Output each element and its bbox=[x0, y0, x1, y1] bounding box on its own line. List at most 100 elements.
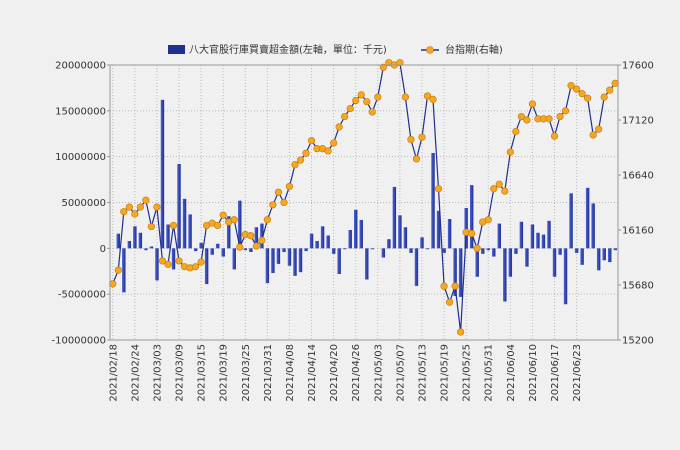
line-point bbox=[589, 131, 597, 139]
bar bbox=[304, 248, 308, 252]
bar bbox=[365, 248, 369, 280]
line-point bbox=[197, 258, 205, 266]
bar bbox=[387, 239, 391, 249]
bar bbox=[309, 233, 314, 249]
bar bbox=[138, 232, 143, 249]
bar bbox=[160, 99, 165, 249]
line-point bbox=[252, 242, 260, 250]
line-point bbox=[142, 196, 150, 204]
bar bbox=[271, 248, 275, 274]
x-tick-label: 2021/02/24 bbox=[130, 344, 141, 402]
bar bbox=[425, 248, 430, 250]
bar bbox=[265, 248, 270, 284]
line-point bbox=[346, 104, 354, 113]
line-point bbox=[169, 221, 178, 230]
legend-bar-label: 八大官股行庫買賣超金額(左軸，單位：千元) bbox=[189, 43, 387, 56]
bar bbox=[486, 248, 490, 251]
line-point bbox=[595, 125, 603, 133]
line-point bbox=[600, 93, 608, 101]
bar bbox=[144, 248, 148, 251]
bar bbox=[392, 186, 397, 249]
bar bbox=[569, 193, 573, 249]
line-point bbox=[473, 244, 481, 252]
x-tick-label: 2021/06/04 bbox=[506, 344, 517, 402]
bar bbox=[558, 248, 562, 255]
line-point bbox=[545, 115, 553, 123]
x-tick-label: 2021/05/03 bbox=[373, 344, 384, 402]
x-tick-label: 2021/03/03 bbox=[152, 344, 163, 402]
bar bbox=[177, 164, 181, 249]
x-tick-label: 2021/05/13 bbox=[417, 344, 428, 402]
line-point bbox=[484, 216, 492, 224]
bar bbox=[116, 233, 120, 249]
bar bbox=[431, 153, 435, 249]
bar bbox=[503, 248, 507, 302]
bar bbox=[420, 237, 424, 249]
left-tick-label: -5000000 bbox=[58, 290, 106, 301]
bar bbox=[447, 219, 452, 249]
bar bbox=[260, 223, 264, 249]
legend-line-marker bbox=[426, 46, 434, 54]
bar bbox=[199, 242, 203, 249]
bar bbox=[370, 248, 374, 250]
line-point bbox=[379, 63, 387, 71]
bar bbox=[530, 224, 535, 249]
bar bbox=[469, 185, 474, 249]
x-tick-label: 2021/04/14 bbox=[307, 344, 318, 402]
bar bbox=[342, 248, 347, 250]
left-tick-label: -10000000 bbox=[51, 336, 106, 347]
line-point bbox=[302, 149, 310, 157]
bar bbox=[409, 248, 413, 253]
x-tick-label: 2021/05/07 bbox=[395, 344, 406, 402]
bar bbox=[221, 248, 225, 257]
x-tick-label: 2021/05/19 bbox=[440, 344, 451, 402]
bar bbox=[320, 226, 325, 249]
bar bbox=[188, 214, 192, 249]
x-tick-label: 2021/06/23 bbox=[572, 344, 583, 402]
line-point bbox=[401, 93, 410, 101]
left-tick-label: 5000000 bbox=[61, 198, 106, 209]
bar bbox=[536, 232, 540, 249]
bar bbox=[497, 223, 501, 249]
line-point bbox=[451, 282, 459, 290]
right-tick-label: 15200 bbox=[622, 336, 654, 347]
bar bbox=[122, 248, 126, 293]
bar bbox=[602, 248, 606, 261]
bar bbox=[580, 248, 584, 265]
bar bbox=[166, 224, 170, 249]
bar bbox=[127, 241, 132, 249]
line-point bbox=[468, 229, 476, 238]
bar bbox=[508, 248, 513, 277]
bar bbox=[519, 221, 524, 249]
legend-bar-swatch bbox=[168, 45, 185, 54]
bar bbox=[331, 248, 336, 254]
line-series bbox=[109, 59, 619, 336]
bar bbox=[596, 248, 601, 271]
line-point bbox=[236, 243, 244, 251]
left-tick-label: 10000000 bbox=[55, 152, 106, 163]
line-point bbox=[263, 216, 271, 224]
line-point bbox=[429, 95, 437, 103]
line-point bbox=[120, 208, 128, 216]
bar bbox=[574, 248, 579, 253]
bar bbox=[354, 209, 358, 249]
bar bbox=[481, 248, 485, 254]
bar bbox=[276, 248, 281, 264]
line-point bbox=[285, 182, 294, 191]
bar bbox=[210, 248, 214, 255]
line-point bbox=[584, 94, 592, 102]
x-tick-label: 2021/05/25 bbox=[462, 344, 473, 402]
left-tick-label: 20000000 bbox=[55, 61, 106, 72]
line-point bbox=[147, 222, 156, 231]
line-point bbox=[445, 298, 454, 306]
left-tick-label: 0 bbox=[100, 244, 106, 255]
line-point bbox=[512, 127, 520, 136]
line-point bbox=[175, 257, 183, 265]
line-point bbox=[517, 112, 525, 121]
x-tick-label: 2021/04/20 bbox=[329, 344, 340, 402]
line-point bbox=[335, 123, 343, 131]
line-point bbox=[490, 185, 498, 193]
line-point bbox=[352, 96, 360, 105]
line-point bbox=[357, 91, 365, 99]
